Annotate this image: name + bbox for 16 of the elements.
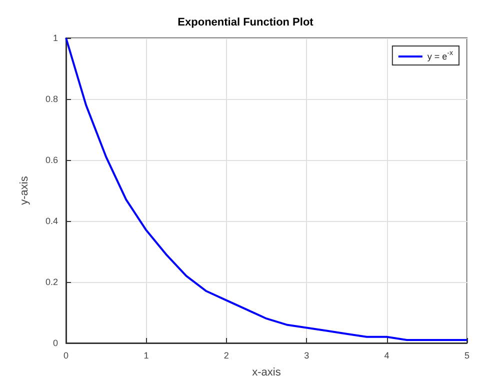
y-tick-label: 0.6 [45,155,58,165]
x-tick-label: 2 [224,350,229,360]
y-tick-label: 0.2 [45,277,58,287]
x-tick-label: 5 [464,350,470,360]
y-tick-label: 1 [52,33,58,43]
y-axis-title: y-axis [18,176,30,205]
chart-title: Exponential Function Plot [178,16,314,28]
x-tick-label: 1 [144,350,149,360]
x-axis-title: x-axis [252,366,282,378]
x-tick-label: 4 [384,350,390,360]
line-series [65,37,468,341]
x-tick-label: 0 [63,350,69,360]
x-tick-label: 3 [304,350,310,360]
y-tick-label: 0.4 [45,216,58,226]
y-tick-label: 0.8 [45,94,58,104]
y-tick-label: 0 [52,338,58,348]
